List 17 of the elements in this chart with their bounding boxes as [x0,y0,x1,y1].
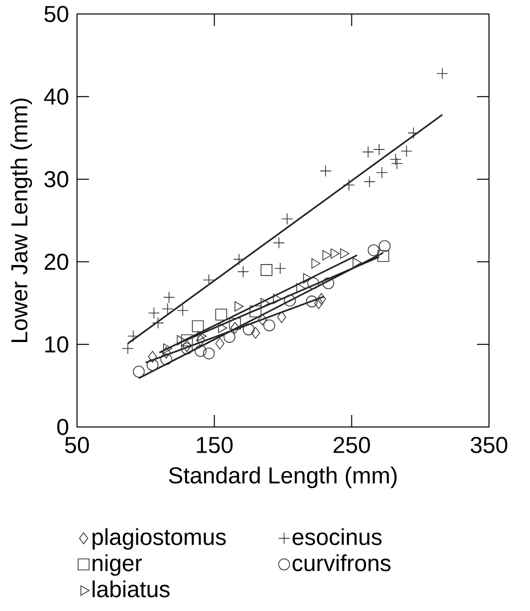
y-tick-label: 0 [57,418,68,436]
y-tick-label: 50 [44,6,68,22]
y-axis-title: Lower Jaw Length (mm) [10,98,32,342]
legend-label: niger [92,554,142,576]
x-axis-title: Standard Length (mm) [168,466,397,488]
legend-label: esocinus [292,528,382,546]
legend-label: curvifrons [292,554,390,572]
x-tick-label: 250 [334,436,370,454]
x-tick-label: 50 [65,436,89,454]
y-tick-label: 40 [44,88,68,105]
y-tick-label: 20 [44,254,68,270]
x-tick-label: 150 [196,436,233,454]
legend-label: labiatus [92,580,170,598]
y-tick-label: 10 [45,336,68,353]
x-tick-label: 350 [470,436,508,454]
legend-label: plagiostomus [92,528,226,550]
y-tick-label: 30 [44,171,68,188]
